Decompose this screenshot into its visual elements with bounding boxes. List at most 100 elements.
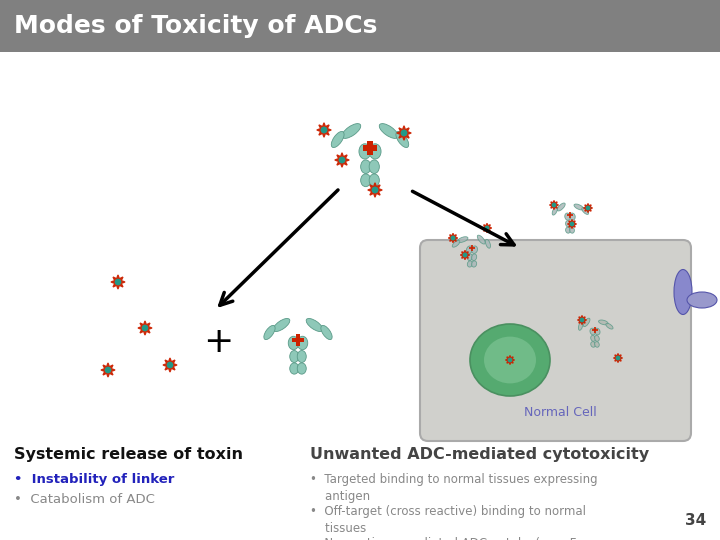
Circle shape <box>321 127 327 133</box>
Ellipse shape <box>369 174 379 187</box>
Polygon shape <box>317 123 331 137</box>
Text: •  Off-target (cross reactive) binding to normal
    tissues: • Off-target (cross reactive) binding to… <box>310 505 586 535</box>
Circle shape <box>586 206 590 210</box>
Bar <box>367 141 372 155</box>
Circle shape <box>570 222 574 226</box>
Ellipse shape <box>570 227 575 233</box>
Ellipse shape <box>273 319 290 332</box>
Ellipse shape <box>606 323 613 329</box>
Ellipse shape <box>470 324 550 396</box>
Polygon shape <box>567 219 577 228</box>
Ellipse shape <box>472 261 477 267</box>
Bar <box>469 247 475 249</box>
Ellipse shape <box>458 237 468 242</box>
Ellipse shape <box>321 326 332 340</box>
Ellipse shape <box>564 213 570 220</box>
Ellipse shape <box>477 235 485 244</box>
Polygon shape <box>335 153 349 167</box>
Ellipse shape <box>369 144 381 159</box>
Text: •  Catabolism of ADC: • Catabolism of ADC <box>14 493 155 506</box>
Circle shape <box>508 359 512 362</box>
Circle shape <box>580 318 584 322</box>
Polygon shape <box>101 363 115 377</box>
Text: •  Targeted binding to normal tissues expressing
    antigen: • Targeted binding to normal tissues exp… <box>310 473 598 503</box>
Ellipse shape <box>570 213 575 220</box>
Ellipse shape <box>566 227 570 233</box>
Ellipse shape <box>467 254 472 261</box>
Circle shape <box>401 130 407 136</box>
Bar <box>292 338 304 342</box>
Circle shape <box>339 157 345 163</box>
Ellipse shape <box>552 207 557 215</box>
Circle shape <box>115 279 121 285</box>
Text: Systemic release of toxin: Systemic release of toxin <box>14 447 243 462</box>
Polygon shape <box>397 126 411 140</box>
Circle shape <box>485 226 489 230</box>
Ellipse shape <box>595 335 599 341</box>
Ellipse shape <box>369 160 379 173</box>
Bar <box>471 245 473 251</box>
Ellipse shape <box>566 221 570 227</box>
Ellipse shape <box>484 336 536 383</box>
Ellipse shape <box>359 144 371 159</box>
Ellipse shape <box>289 350 299 362</box>
Circle shape <box>616 356 620 360</box>
Ellipse shape <box>590 335 595 341</box>
Ellipse shape <box>485 239 490 248</box>
Polygon shape <box>613 354 623 362</box>
Ellipse shape <box>570 221 575 227</box>
Text: +: + <box>203 325 233 359</box>
Bar <box>296 334 300 346</box>
Ellipse shape <box>595 328 600 335</box>
Ellipse shape <box>467 246 472 253</box>
Ellipse shape <box>289 363 299 374</box>
Ellipse shape <box>557 203 565 211</box>
Polygon shape <box>163 358 177 372</box>
Polygon shape <box>111 275 125 289</box>
Text: Modes of Toxicity of ADCs: Modes of Toxicity of ADCs <box>14 14 377 38</box>
Ellipse shape <box>342 124 361 138</box>
Ellipse shape <box>396 131 409 147</box>
Circle shape <box>143 326 148 330</box>
Polygon shape <box>577 315 587 325</box>
Ellipse shape <box>297 363 306 374</box>
Ellipse shape <box>590 328 595 335</box>
Polygon shape <box>583 204 593 213</box>
Ellipse shape <box>331 131 344 147</box>
Bar <box>569 212 571 218</box>
Ellipse shape <box>379 124 398 138</box>
Ellipse shape <box>297 336 307 350</box>
Ellipse shape <box>598 320 608 325</box>
Text: Unwanted ADC-mediated cytotoxicity: Unwanted ADC-mediated cytotoxicity <box>310 447 649 462</box>
Circle shape <box>105 367 111 373</box>
Bar <box>0 0 720 52</box>
Ellipse shape <box>674 269 692 314</box>
Bar <box>594 327 596 333</box>
Ellipse shape <box>590 342 595 347</box>
Ellipse shape <box>472 246 477 253</box>
Circle shape <box>552 204 556 207</box>
Ellipse shape <box>361 160 371 173</box>
Polygon shape <box>368 183 382 197</box>
Ellipse shape <box>467 261 472 267</box>
Ellipse shape <box>306 319 323 332</box>
Polygon shape <box>505 355 515 364</box>
Bar <box>363 145 377 151</box>
Ellipse shape <box>687 292 717 308</box>
Circle shape <box>167 362 173 368</box>
Text: •  Non-antigen-mediated ADC uptake (e.g., Fc-
    mediated uptake, pinocytosis): • Non-antigen-mediated ADC uptake (e.g.,… <box>310 537 587 540</box>
Ellipse shape <box>574 204 584 210</box>
Ellipse shape <box>288 336 299 350</box>
Bar <box>567 214 573 216</box>
Ellipse shape <box>578 322 582 330</box>
Circle shape <box>372 187 378 193</box>
Bar <box>592 329 598 331</box>
Polygon shape <box>449 233 458 242</box>
Ellipse shape <box>264 326 275 340</box>
FancyBboxPatch shape <box>420 240 691 441</box>
Ellipse shape <box>583 318 590 327</box>
Ellipse shape <box>297 350 306 362</box>
Ellipse shape <box>361 174 371 187</box>
Circle shape <box>463 253 467 256</box>
Polygon shape <box>138 321 152 335</box>
